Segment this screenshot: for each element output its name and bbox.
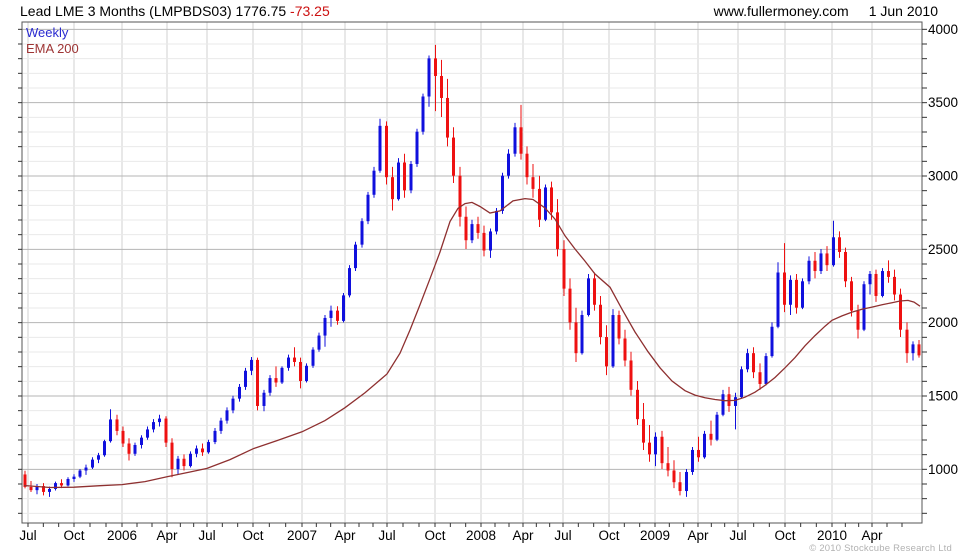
svg-text:3000: 3000 <box>928 168 958 183</box>
instrument-title: Lead LME 3 Months (LMPBDS03) 1776.75 <box>20 3 291 19</box>
svg-text:Apr: Apr <box>687 528 709 543</box>
svg-text:1000: 1000 <box>928 462 958 477</box>
svg-text:Oct: Oct <box>774 528 795 543</box>
svg-text:3500: 3500 <box>928 95 958 110</box>
legend-timeframe: Weekly <box>26 25 69 40</box>
header-right: www.fullermoney.com 1 Jun 2010 <box>714 3 938 19</box>
copyright-notice: © 2010 Stockcube Research Ltd <box>809 543 952 554</box>
axes: 1000 1500 2000 2500 3000 3500 4000 Jul Oct 2006 Ap… <box>18 21 958 543</box>
svg-text:Jul: Jul <box>554 528 571 543</box>
chart-legend: Weekly EMA 200 <box>26 25 79 57</box>
svg-text:2008: 2008 <box>466 528 496 543</box>
svg-text:Jul: Jul <box>198 528 215 543</box>
svg-text:2500: 2500 <box>928 242 958 257</box>
svg-text:4000: 4000 <box>928 22 958 37</box>
svg-text:Oct: Oct <box>424 528 445 543</box>
svg-text:2006: 2006 <box>107 528 137 543</box>
site-url: www.fullermoney.com <box>713 3 849 19</box>
chart-date: 1 Jun 2010 <box>868 3 938 19</box>
ema-line <box>23 197 921 489</box>
svg-text:Apr: Apr <box>512 528 534 543</box>
candles <box>23 44 921 497</box>
svg-text:Oct: Oct <box>63 528 84 543</box>
legend-ema: EMA 200 <box>26 41 79 56</box>
svg-text:Jul: Jul <box>729 528 746 543</box>
svg-text:Apr: Apr <box>334 528 356 543</box>
price-change: -73.25 <box>290 3 330 19</box>
svg-text:Jul: Jul <box>378 528 395 543</box>
svg-text:Oct: Oct <box>242 528 263 543</box>
svg-text:Apr: Apr <box>156 528 178 543</box>
svg-text:2010: 2010 <box>817 528 847 543</box>
grid-lines <box>22 22 922 523</box>
svg-text:2000: 2000 <box>928 315 958 330</box>
svg-text:2009: 2009 <box>640 528 670 543</box>
svg-text:2007: 2007 <box>287 528 317 543</box>
chart-title: Lead LME 3 Months (LMPBDS03) 1776.75 -73… <box>20 3 330 19</box>
svg-text:Jul: Jul <box>19 528 36 543</box>
svg-text:1500: 1500 <box>928 388 958 403</box>
svg-text:Oct: Oct <box>598 528 619 543</box>
svg-text:Apr: Apr <box>861 528 883 543</box>
